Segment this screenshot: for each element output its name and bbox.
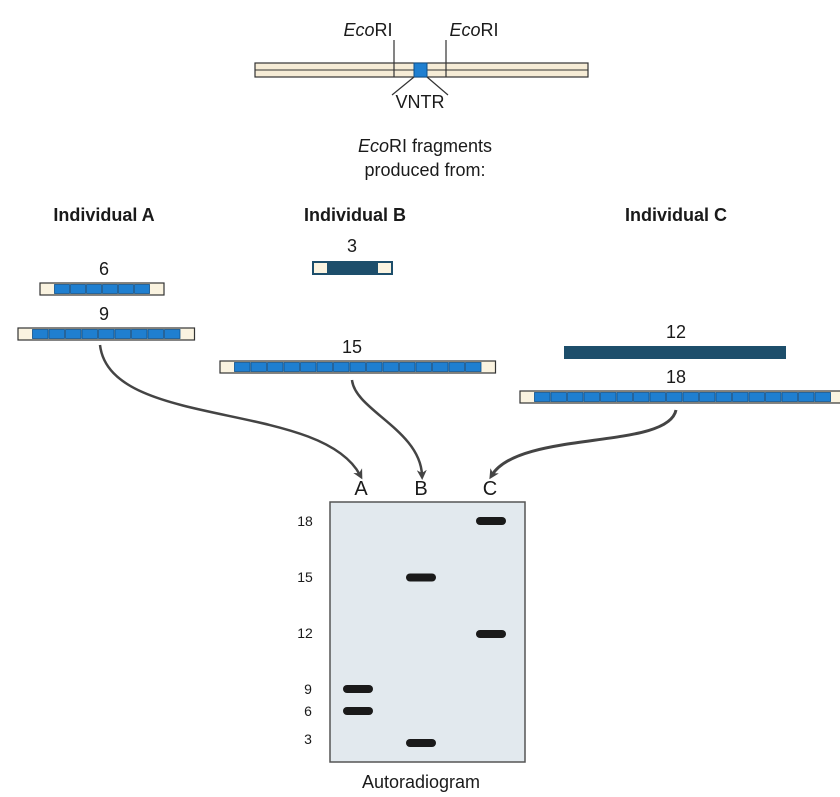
fragment-b-15-repeat — [415, 362, 432, 372]
fragment-a-6-repeat — [70, 284, 86, 294]
arrow-b-to-gel — [350, 379, 427, 480]
gel-lane-label-b: B — [414, 478, 428, 500]
arrow-a-to-gel — [98, 344, 363, 480]
fragment-c-18-repeat — [534, 392, 551, 402]
size-marker-15: 15 — [297, 569, 313, 585]
fragment-label-a-9: 9 — [98, 304, 110, 324]
fragment-b-15-repeat — [250, 362, 267, 372]
fragment-c-18-repeat — [748, 392, 765, 402]
fragment-b-15-repeat — [366, 362, 383, 372]
fragment-c-18-repeat — [666, 392, 683, 402]
fragment-label-a-6: 6 — [98, 259, 110, 279]
fragment-b-15-repeat — [399, 362, 416, 372]
fragment-c-18-repeat — [567, 392, 584, 402]
fragment-c-18-repeat — [699, 392, 716, 402]
fragment-a-6-repeat — [102, 284, 118, 294]
fragment-b-15-repeat — [465, 362, 482, 372]
fragment-b-15 — [219, 360, 497, 374]
fragment-a-6-repeat — [86, 284, 102, 294]
gel-band-b-3 — [406, 739, 436, 747]
fragment-a-6-repeat — [134, 284, 150, 294]
fragment-c-18-repeat — [682, 392, 699, 402]
gel-caption: Autoradiogram — [361, 772, 481, 792]
size-marker-6: 6 — [304, 703, 312, 719]
fragment-c-18-repeat — [732, 392, 749, 402]
gel-lane-label-a: A — [354, 478, 368, 500]
fragment-b-15-repeat — [267, 362, 284, 372]
fragment-b-15-repeat — [349, 362, 366, 372]
vntr-pointer-right — [426, 76, 449, 96]
vntr-label: VNTR — [395, 92, 445, 112]
fragment-b-15-repeat — [234, 362, 251, 372]
fragment-c-12 — [564, 346, 786, 359]
fragment-c-18-repeat — [814, 392, 831, 402]
subtitle-line-2: produced from: — [364, 160, 486, 180]
fragment-a-9-repeat — [164, 329, 181, 339]
gel-band-c-18 — [476, 517, 506, 525]
size-marker-9: 9 — [304, 681, 312, 697]
gel-band-b-15 — [406, 573, 436, 582]
fragment-c-18 — [519, 390, 840, 404]
fragment-c-18-repeat — [616, 392, 633, 402]
individual-c-heading: Individual C — [624, 205, 728, 225]
fragment-c-18-repeat — [798, 392, 815, 402]
individual-b-heading: Individual B — [303, 205, 407, 225]
fragment-a-9-repeat — [114, 329, 131, 339]
gel-band-a-6 — [343, 707, 373, 715]
fragment-a-9 — [17, 327, 196, 341]
fragment-b-15-repeat — [283, 362, 300, 372]
fragment-a-9-repeat — [131, 329, 148, 339]
dna-strand — [254, 40, 589, 96]
fragment-label-b-3: 3 — [346, 236, 358, 256]
fragment-c-18-repeat — [600, 392, 617, 402]
gel-band-a-9 — [343, 685, 373, 693]
fragment-a-9-repeat — [147, 329, 164, 339]
fragment-a-9-repeat — [81, 329, 98, 339]
fragment-b-3 — [312, 261, 393, 275]
fragment-a-9-repeat — [65, 329, 82, 339]
gel-bands — [343, 517, 506, 747]
fragment-c-18-repeat — [649, 392, 666, 402]
fragment-c-18-repeat — [765, 392, 782, 402]
fragment-a-6 — [39, 282, 165, 296]
gel-lane-label-c: C — [482, 478, 498, 500]
fragment-label-b-15: 15 — [341, 337, 363, 357]
individual-a-heading: Individual A — [53, 205, 155, 225]
fragment-b-15-repeat — [432, 362, 449, 372]
ecori-site-right-label: EcoRI — [449, 20, 499, 40]
fragment-c-18-repeat — [550, 392, 567, 402]
vntr-pointer-left — [391, 76, 415, 96]
size-marker-18: 18 — [297, 513, 313, 529]
fragment-c-18-repeat — [781, 392, 798, 402]
fragment-c-18-repeat — [633, 392, 650, 402]
ecori-site-left-label: EcoRI — [343, 20, 393, 40]
size-marker-3: 3 — [304, 731, 312, 747]
fragment-c-18-repeat — [715, 392, 732, 402]
vntr-repeat-block — [413, 62, 428, 78]
arrow-c-to-gel — [489, 409, 678, 480]
fragment-b-15-repeat — [316, 362, 333, 372]
size-marker-12: 12 — [297, 625, 313, 641]
fragment-label-c-12: 12 — [665, 322, 687, 342]
fragment-a-6-repeat — [54, 284, 70, 294]
fragment-b-3-core — [327, 262, 378, 274]
fragment-b-15-repeat — [300, 362, 317, 372]
fragment-a-9-repeat — [32, 329, 49, 339]
subtitle-line-1: EcoRI fragments — [357, 136, 493, 156]
fragment-label-c-18: 18 — [665, 367, 687, 387]
fragment-b-15-repeat — [448, 362, 465, 372]
fragment-a-9-repeat — [48, 329, 65, 339]
fragment-a-9-repeat — [98, 329, 115, 339]
fragment-a-6-repeat — [118, 284, 134, 294]
gel-band-c-12 — [476, 630, 506, 638]
fragment-b-15-repeat — [382, 362, 399, 372]
fragment-c-18-repeat — [583, 392, 600, 402]
fragment-b-15-repeat — [333, 362, 350, 372]
